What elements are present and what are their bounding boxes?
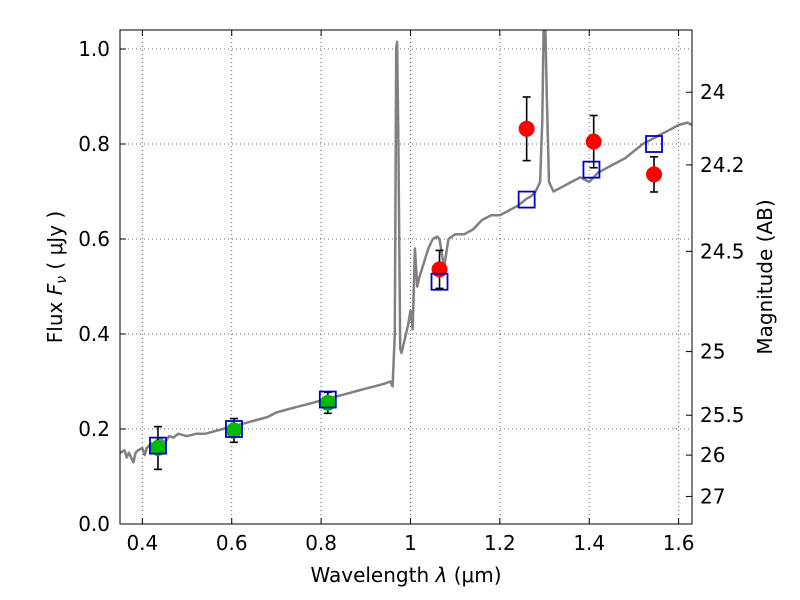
model-flux-square xyxy=(318,390,337,409)
right-tick-label: 25 xyxy=(700,340,725,364)
model-flux-square xyxy=(225,420,243,438)
model-spectrum-line xyxy=(120,30,692,464)
x-tick-label: 1.6 xyxy=(663,531,695,555)
x-axis-label: Wavelength λ (μm) xyxy=(310,563,501,587)
right-tick-label: 25.5 xyxy=(700,403,745,427)
photometry-point xyxy=(149,440,166,456)
photometry-point xyxy=(319,394,336,411)
photometry-point xyxy=(585,133,602,150)
right-tick-label: 24 xyxy=(700,80,725,104)
photometry-point xyxy=(431,261,448,278)
model-flux-square xyxy=(517,190,536,209)
right-tick-label: 26 xyxy=(700,443,725,467)
model-flux-square xyxy=(582,160,601,179)
x-tick-label: 1.2 xyxy=(484,531,516,555)
y-tick-label: 0.4 xyxy=(78,322,110,346)
x-tick-label: 0.8 xyxy=(305,531,337,555)
marker-layer xyxy=(149,96,663,471)
y-tick-label: 0.8 xyxy=(78,132,110,156)
plot-frame xyxy=(119,29,693,525)
right-tick-label: 24.5 xyxy=(700,239,745,263)
model-flux-square xyxy=(430,272,449,291)
y-tick-label: 1.0 xyxy=(78,37,110,61)
y-tick-label: 0.0 xyxy=(78,512,110,536)
tick-layer: 0.4 0.6 0.8 1 1.2 1.4 1.6 0.0 0.2 0.4 0.6 0.8 1.0 24 2… xyxy=(78,30,745,555)
x-tick-label: 0.6 xyxy=(216,531,248,555)
photometry-point xyxy=(646,166,663,183)
y-tick-label: 0.2 xyxy=(78,417,110,441)
photometry-point xyxy=(518,120,535,137)
right-tick-label: 27 xyxy=(700,484,725,508)
x-tick-label: 1 xyxy=(404,531,417,555)
x-tick-label: 1.4 xyxy=(573,531,605,555)
model-flux-square xyxy=(645,135,663,153)
x-tick-label: 0.4 xyxy=(126,531,158,555)
right-tick-label: 24.2 xyxy=(700,153,745,177)
data-layer xyxy=(120,30,692,464)
y-axis-right-label: Magnitude (AB) xyxy=(753,199,777,354)
model-flux-square xyxy=(149,436,167,455)
grid-lines xyxy=(120,30,692,525)
y-axis-label: Flux Fν ( μJy ) xyxy=(43,211,70,343)
y-tick-label: 0.6 xyxy=(78,227,110,251)
photometry-point xyxy=(225,422,242,439)
